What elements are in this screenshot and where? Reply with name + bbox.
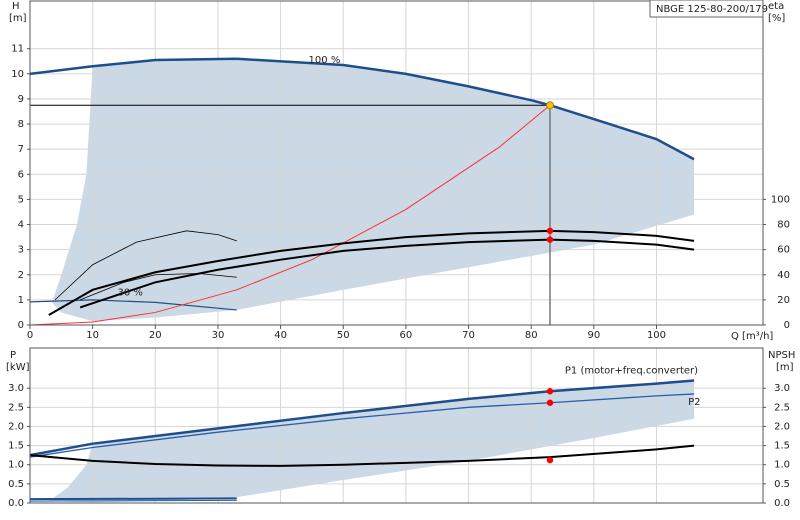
y2-tick-label: 2.0	[774, 421, 790, 432]
marker	[546, 227, 554, 235]
y2-tick-label: 0.5	[774, 479, 790, 490]
y-tick-label: 2	[18, 270, 24, 281]
plot-frame	[29, 0, 764, 326]
y-tick-label: 7	[18, 144, 24, 155]
y-axis-label: P	[10, 350, 16, 361]
series-line	[29, 104, 551, 326]
y-tick-label: 6	[18, 169, 24, 180]
y2-tick-label: 0	[784, 320, 790, 331]
plot: 0 10 20 30 40 50 60 70 80 90 100 0 1 2 3 4 5 6 7 8 9 10 11 0 20 4…	[11, 0, 790, 341]
y-axis-label: H	[12, 1, 20, 12]
series-line	[29, 444, 695, 467]
y2-tick-label: 1.5	[774, 441, 790, 452]
series-line	[29, 57, 695, 161]
series-line	[29, 379, 695, 457]
y-axis-unit: [kW]	[6, 362, 30, 373]
x-tick-label: 60	[400, 330, 413, 341]
y-tick-label: 3	[18, 245, 24, 256]
chart-title: NBGE 125-80-200/179	[656, 4, 768, 15]
y-tick-label: 0.5	[8, 479, 24, 490]
y2-axis-unit: [m]	[776, 362, 794, 373]
y2-tick-label: 80	[777, 220, 790, 231]
y-tick-label: 1.0	[8, 460, 24, 471]
x-tick-label: 70	[462, 330, 475, 341]
y-tick-label: 1.5	[8, 441, 24, 452]
y2-axis-label: NPSH	[768, 350, 795, 361]
y-tick-label: 4	[18, 220, 24, 231]
x-tick-label: 10	[86, 330, 99, 341]
y-tick-label: 9	[18, 94, 24, 105]
y2-tick-label: 2.5	[774, 402, 790, 413]
title-box	[649, 0, 764, 18]
duty-point	[545, 101, 554, 110]
plot-frame	[29, 347, 764, 504]
y-tick-label: 5	[18, 194, 24, 205]
operating-range	[48, 380, 695, 503]
x-tick-label: 50	[337, 330, 350, 341]
y2-tick-label: 100	[771, 194, 790, 205]
x-tick-label: 90	[587, 330, 600, 341]
y-tick-label: 0	[18, 320, 24, 331]
x-tick-label: 100	[647, 330, 666, 341]
series-line	[79, 273, 237, 301]
y2-tick-label: 0.0	[774, 498, 790, 509]
x-tick-label: 80	[525, 330, 538, 341]
x-axis-label: Q [m³/h]	[731, 331, 773, 342]
y-tick-label: 1	[18, 295, 24, 306]
series-line	[54, 230, 237, 301]
y2-tick-label: 60	[777, 245, 790, 256]
y2-axis-unit: [%]	[768, 13, 785, 24]
plots: 0 10 20 30 40 50 60 70 80 90 100 0 1 2 3 4 5 6 7 8 9 10 11 0 20 4…	[8, 0, 790, 509]
y2-tick-label: 1.0	[774, 460, 790, 471]
y-axis-unit: [m]	[9, 13, 27, 24]
y-tick-label: 11	[11, 44, 24, 55]
y2-tick-label: 40	[777, 270, 790, 281]
y2-axis-label: eta	[768, 1, 784, 12]
series-line	[29, 499, 237, 502]
series-line	[29, 497, 237, 501]
marker	[546, 236, 554, 243]
legend-label: P2	[688, 397, 700, 408]
x-tick-label: 40	[274, 330, 287, 341]
annotation: 100 %	[309, 55, 341, 66]
series-line	[29, 299, 237, 311]
series-line	[48, 229, 695, 316]
y-tick-label: 3.0	[8, 383, 24, 394]
y-tick-label: 2.0	[8, 421, 24, 432]
plot: 0.0 0.5 1.0 1.5 2.0 2.5 3.0 0.0 0.5 1.0 1.5 2.0 2.5 3…	[8, 347, 790, 509]
y2-tick-label: 20	[777, 295, 790, 306]
y-tick-label: 2.5	[8, 402, 24, 413]
y-tick-label: 0.0	[8, 498, 24, 509]
series-line	[29, 393, 695, 458]
marker	[546, 456, 554, 464]
marker	[546, 388, 554, 395]
x-tick-label: 30	[212, 330, 225, 341]
x-tick-label: 0	[27, 330, 33, 341]
annotation: 30 %	[118, 287, 143, 298]
y-tick-label: 8	[18, 119, 24, 130]
marker	[546, 399, 554, 406]
legend-label: P1 (motor+freq.converter)	[565, 366, 698, 377]
x-tick-label: 20	[149, 330, 162, 341]
y2-tick-label: 3.0	[774, 383, 790, 394]
y-tick-label: 10	[11, 69, 24, 80]
